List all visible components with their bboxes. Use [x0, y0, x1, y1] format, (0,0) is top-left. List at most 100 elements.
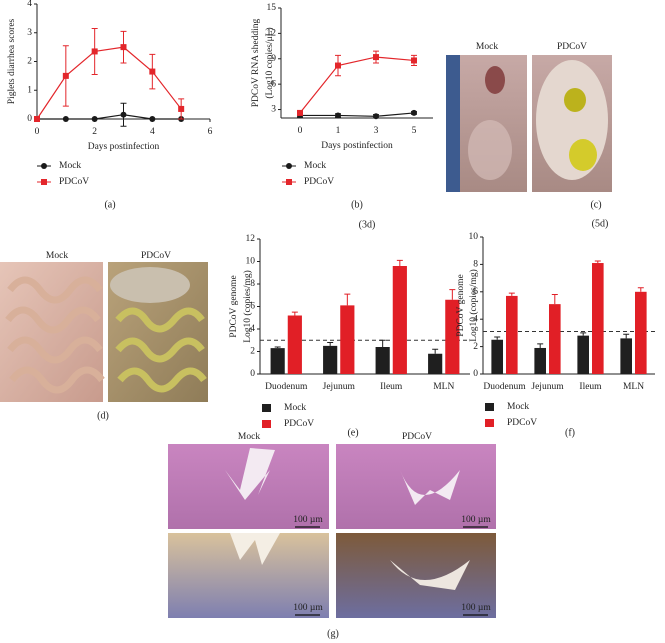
marker	[34, 116, 40, 122]
photo-mock-intestine	[0, 262, 105, 402]
x-tick-label: 2	[92, 127, 97, 137]
error-bar	[623, 333, 630, 339]
photo-pdcov-anus	[532, 55, 612, 192]
legend-label: Mock	[284, 403, 306, 413]
bar	[270, 348, 285, 374]
scale-label: 100 µm	[293, 515, 323, 525]
bar	[506, 295, 518, 374]
error-bar	[508, 292, 515, 296]
marker	[178, 105, 185, 112]
marker	[120, 44, 127, 51]
photo-label: PDCoV	[557, 42, 587, 52]
legend-swatch	[262, 404, 271, 412]
panel-label: (d)	[97, 410, 109, 421]
histology-he-mock	[168, 444, 329, 529]
y-tick-label: 6	[271, 79, 276, 89]
x-tick-label: Jejunum	[323, 382, 356, 392]
marker	[41, 163, 47, 169]
y-tick-label: 4	[250, 324, 255, 334]
x-tick-label: Ileum	[579, 382, 602, 392]
y-tick-label: 4	[473, 314, 478, 324]
y-tick-label: 6	[473, 287, 478, 297]
bar	[323, 345, 338, 374]
marker	[149, 68, 156, 75]
y-tick-label: 0	[250, 369, 255, 379]
bar	[375, 347, 390, 374]
y-tick-label: 12	[267, 29, 277, 39]
photo-label: PDCoV	[402, 432, 432, 442]
scale-label: 100 µm	[461, 515, 491, 525]
x-axis-label: Days postinfection	[88, 141, 160, 152]
x-tick-label: 0	[298, 126, 303, 136]
marker	[62, 72, 69, 79]
marker	[411, 57, 417, 64]
line	[300, 112, 415, 117]
error-bar	[551, 294, 558, 305]
x-tick-label: 5	[412, 126, 417, 136]
error-bar	[580, 332, 587, 336]
photo-label: Mock	[238, 432, 260, 442]
error-bar	[344, 293, 351, 306]
photo-label: PDCoV	[141, 251, 171, 261]
photo-label: Mock	[476, 42, 498, 52]
error-bar	[449, 289, 456, 300]
line	[36, 46, 182, 120]
y-tick-label: 3	[271, 105, 276, 115]
marker	[91, 48, 98, 55]
y-tick-label: 4	[27, 0, 32, 9]
marker	[373, 54, 379, 61]
x-tick-label: MLN	[433, 382, 454, 392]
bar	[620, 338, 632, 374]
histology-ihc-pdcov	[336, 533, 496, 618]
error-bar	[327, 342, 334, 346]
y-tick-label: 10	[246, 257, 256, 267]
marker	[373, 113, 379, 120]
y-tick-label: 3	[27, 28, 32, 38]
x-axis-label: Days postinfection	[321, 140, 393, 151]
annotation: (3d)	[359, 219, 376, 230]
legend-label: Mock	[507, 402, 529, 412]
y-axis-label: PDCoV genome	[229, 275, 239, 337]
error-bar	[637, 287, 644, 292]
legend-swatch	[262, 420, 271, 428]
y-axis-label: PDCoV RNA shedding	[251, 19, 261, 108]
marker	[335, 62, 341, 69]
bar	[392, 266, 407, 374]
y-tick-label: 9	[271, 54, 276, 64]
marker	[120, 111, 127, 118]
error-bar	[291, 311, 298, 316]
y-tick-label: 0	[27, 114, 32, 124]
panel-label: (g)	[327, 628, 339, 639]
legend-label: Mock	[304, 161, 326, 171]
histology-ihc-mock	[168, 533, 329, 618]
x-tick-label: Duodenum	[483, 382, 526, 392]
y-axis-label: PDCoV genome	[456, 274, 466, 336]
x-tick-label: 0	[35, 127, 40, 137]
y-tick-label: 15	[267, 3, 277, 13]
marker	[91, 116, 98, 122]
y-tick-label: 2	[250, 347, 255, 357]
bar	[549, 304, 561, 374]
marker	[411, 109, 417, 116]
y-axis-label: Log10 (copies/mg)	[242, 270, 253, 343]
bar	[428, 353, 443, 374]
error-bar	[494, 336, 501, 340]
x-tick-label: 6	[208, 127, 213, 137]
bar	[592, 263, 604, 374]
error-bar	[537, 343, 544, 348]
y-tick-label: 0	[473, 369, 478, 379]
legend-swatch	[485, 403, 494, 411]
legend-label: PDCoV	[284, 419, 314, 429]
y-tick-label: 2	[473, 342, 478, 352]
bar	[340, 305, 355, 374]
histology-he-pdcov	[336, 444, 496, 529]
bar	[577, 335, 589, 374]
marker	[41, 179, 47, 185]
y-tick-label: 8	[250, 279, 255, 289]
y-axis-label: Log10 (copies/mg)	[468, 269, 479, 342]
photo-pdcov-intestine	[108, 262, 208, 402]
x-tick-label: 4	[150, 127, 155, 137]
x-tick-label: Duodenum	[265, 382, 308, 392]
x-tick-label: Jejunum	[531, 382, 564, 392]
panel-label: (b)	[351, 199, 363, 210]
